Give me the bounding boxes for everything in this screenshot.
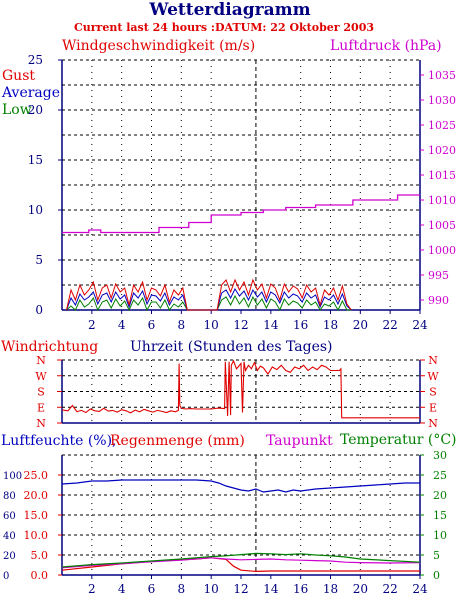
series-average xyxy=(66,287,352,311)
rain-tick-label: 10.0 xyxy=(24,529,49,542)
temperature-tick-label: 5 xyxy=(433,549,440,562)
series-low xyxy=(66,294,352,312)
x-tick-label: 24 xyxy=(412,318,428,332)
x-axis-label: Uhrzeit (Stunden des Tages) xyxy=(130,339,333,355)
pressure-tick-label: 1010 xyxy=(428,194,456,207)
wind-speed-axis-label: Windgeschwindigkeit (m/s) xyxy=(62,38,255,54)
legend-gust: Gust xyxy=(2,68,35,84)
temperature-tick-label: 20 xyxy=(433,489,447,502)
x-tick-label: 6 xyxy=(148,318,156,332)
legend-average: Average xyxy=(1,85,60,101)
x-tick-label: 24 xyxy=(412,582,428,596)
x-tick-label: 20 xyxy=(353,582,368,596)
series-gust xyxy=(66,278,352,311)
wind-speed-tick-label: 15 xyxy=(28,153,43,167)
humidity-axis-label: Luftfeuchte (%), xyxy=(1,433,117,449)
humidity-tick-label: 80 xyxy=(3,491,16,502)
x-tick-label: 6 xyxy=(148,582,156,596)
rain-tick-label: 15.0 xyxy=(24,509,49,522)
x-tick-label: 18 xyxy=(323,318,338,332)
wind-speed-tick-label: 25 xyxy=(28,53,43,67)
x-tick-label: 4 xyxy=(118,318,126,332)
pressure-tick-label: 995 xyxy=(428,269,449,282)
direction-tick-label: N xyxy=(36,417,46,430)
x-tick-label: 8 xyxy=(178,582,186,596)
direction-tick-label: S xyxy=(37,386,45,399)
dewpoint-label: Taupunkt xyxy=(266,433,333,449)
pressure-tick-label: 1025 xyxy=(428,119,456,132)
x-tick-label: 8 xyxy=(178,318,186,332)
x-tick-label: 12 xyxy=(233,582,248,596)
pressure-tick-label: 1035 xyxy=(428,69,456,82)
pressure-axis-label: Luftdruck (hPa) xyxy=(330,38,442,54)
pressure-tick-label: 990 xyxy=(428,294,449,307)
x-tick-label: 14 xyxy=(263,318,279,332)
humidity-tick-label: 0 xyxy=(3,571,9,582)
series-taupunkt xyxy=(61,557,421,569)
x-tick-label: 10 xyxy=(204,318,219,332)
page-title: Wetterdiagramm xyxy=(148,0,310,20)
x-tick-label: 2 xyxy=(88,582,96,596)
legend-low: Low xyxy=(2,102,32,118)
humidity-tick-label: 60 xyxy=(3,511,16,522)
temperature-tick-label: 0 xyxy=(433,569,440,582)
x-tick-label: 20 xyxy=(353,318,368,332)
series-luftdruck xyxy=(62,194,420,234)
wind-speed-tick-label: 10 xyxy=(28,203,43,217)
direction-tick-label: N xyxy=(428,354,438,367)
wind-direction-title: Windrichtung xyxy=(1,339,98,355)
series-windrichtung xyxy=(61,359,420,419)
direction-tick-label: N xyxy=(36,354,46,367)
pressure-tick-label: 1020 xyxy=(428,144,456,157)
pressure-tick-label: 1015 xyxy=(428,169,456,182)
direction-tick-label: W xyxy=(35,370,47,383)
temperature-tick-label: 15 xyxy=(433,509,447,522)
humidity-tick-label: 20 xyxy=(3,551,16,562)
series-temperatur xyxy=(61,552,421,568)
direction-tick-label: W xyxy=(427,370,439,383)
wind-speed-tick-label: 20 xyxy=(28,103,43,117)
series-luftfeuchte xyxy=(61,479,420,493)
pressure-tick-label: 1030 xyxy=(428,94,456,107)
temperature-axis-label: Temperatur (°C) xyxy=(340,432,457,448)
direction-tick-label: S xyxy=(429,386,437,399)
x-tick-label: 10 xyxy=(204,582,219,596)
pressure-tick-label: 1000 xyxy=(428,244,456,257)
x-tick-label: 18 xyxy=(323,582,338,596)
x-tick-label: 16 xyxy=(293,318,308,332)
humidity-tick-label: 40 xyxy=(3,531,16,542)
wind-speed-tick-label: 5 xyxy=(35,253,43,267)
x-tick-label: 4 xyxy=(118,582,126,596)
rain-tick-label: 0.0 xyxy=(31,569,49,582)
wind-speed-tick-label: 0 xyxy=(35,303,43,317)
x-tick-label: 16 xyxy=(293,582,308,596)
rain-tick-label: 5.0 xyxy=(31,549,49,562)
rain-axis-label: Regenmenge (mm) xyxy=(110,433,245,449)
x-tick-label: 22 xyxy=(383,318,398,332)
rain-tick-label: 25.0 xyxy=(24,469,49,482)
x-tick-label: 14 xyxy=(263,582,279,596)
page-subtitle: Current last 24 hours :DATUM: 22 Oktober… xyxy=(74,21,374,34)
direction-tick-label: E xyxy=(37,401,45,414)
direction-tick-label: N xyxy=(428,417,438,430)
temperature-tick-label: 30 xyxy=(433,449,447,462)
direction-tick-label: E xyxy=(429,401,437,414)
pressure-tick-label: 1005 xyxy=(428,219,456,232)
humidity-tick-label: 100 xyxy=(3,471,22,482)
temperature-tick-label: 25 xyxy=(433,469,447,482)
x-tick-label: 2 xyxy=(88,318,96,332)
rain-tick-label: 20.0 xyxy=(24,489,49,502)
x-tick-label: 22 xyxy=(383,582,398,596)
temperature-tick-label: 10 xyxy=(433,529,447,542)
x-tick-label: 12 xyxy=(233,318,248,332)
